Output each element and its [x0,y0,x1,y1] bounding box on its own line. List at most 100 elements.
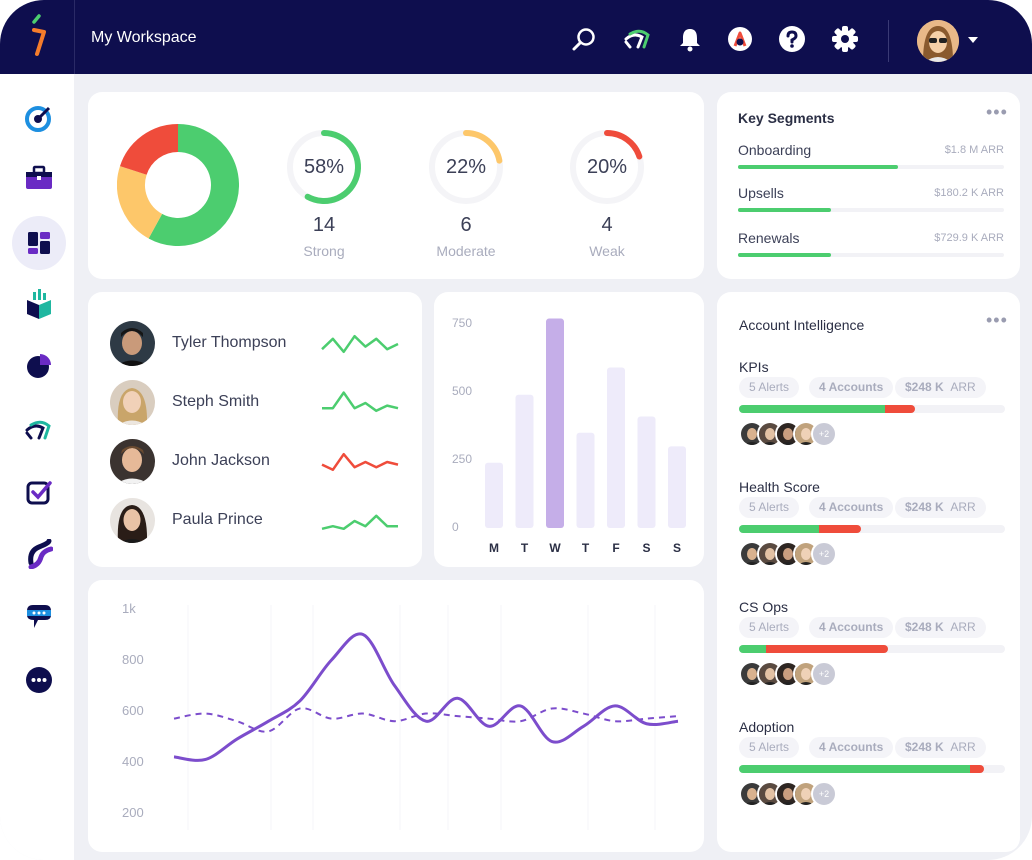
person-row[interactable]: Paula Prince [110,498,400,544]
more-options-icon[interactable]: ••• [986,310,1008,330]
accounts-chip[interactable]: 4 Accounts [809,737,894,758]
kpi-bar-green [739,645,766,653]
bar[interactable] [637,416,656,528]
segment-upsells[interactable]: Upsells $180.2 K ARR [738,185,1004,212]
accounts-chip[interactable]: 4 Accounts [809,497,894,518]
target-icon[interactable] [17,96,61,140]
segment-onboarding[interactable]: Onboarding $1.8 M ARR [738,142,1004,169]
donut-slice-strong[interactable] [148,124,239,246]
kpi-group[interactable]: Adoption 5 Alerts 4 Accounts $248 K ARR … [739,719,1005,829]
stat-percent: 20% [586,156,628,178]
kpi-group[interactable]: KPIs 5 Alerts 4 Accounts $248 K ARR +2 [739,359,1005,469]
person-name: Steph Smith [172,393,260,410]
stat-percent: 58% [303,156,345,178]
user-avatar[interactable] [917,20,959,62]
trend-sparkline [321,514,398,531]
more-avatars-badge[interactable]: +2 [811,421,837,447]
alerts-chip[interactable]: 5 Alerts [739,737,800,758]
kpi-group[interactable]: CS Ops 5 Alerts 4 Accounts $248 K ARR +2 [739,599,1005,709]
more-icon[interactable] [17,658,61,702]
stat-label: Weak [589,243,625,259]
person-row[interactable]: Steph Smith [110,380,400,426]
arr-unit: ARR [950,740,976,754]
stream-icon-nav[interactable] [17,408,61,452]
x-tick-label: S [672,541,681,555]
waves-icon[interactable] [17,532,61,576]
checklist-icon[interactable] [17,470,61,514]
x-tick-label: S [642,541,651,555]
stat-label: Moderate [436,243,496,259]
gear-icon[interactable] [831,25,859,53]
logo[interactable] [0,0,75,74]
more-options-icon[interactable]: ••• [986,102,1008,122]
avatar [110,380,155,425]
avatar [110,498,155,543]
arr-value: $248 K [905,620,944,634]
bar[interactable] [607,367,625,528]
kpi-group[interactable]: Health Score 5 Alerts 4 Accounts $248 K … [739,479,1005,589]
alerts-chip[interactable]: 5 Alerts [739,377,800,398]
bar[interactable] [515,394,534,528]
pie-chart-icon[interactable] [17,344,61,388]
y-tick-label: 400 [122,754,144,769]
dashboard-icon[interactable] [12,216,66,270]
health-donut [117,124,239,246]
more-avatars-badge[interactable]: +2 [811,661,837,687]
bar[interactable] [668,446,686,528]
person-row[interactable]: John Jackson [110,439,400,485]
accounts-chip[interactable]: 4 Accounts [809,377,894,398]
arr-chip[interactable]: $248 K ARR [895,497,986,518]
arr-chip[interactable]: $248 K ARR [895,377,986,398]
alerts-chip[interactable]: 5 Alerts [739,617,800,638]
ring-progress [304,130,361,204]
accounts-count: 4 Accounts [819,500,884,514]
chat-icon[interactable] [17,594,61,638]
segment-bar-fill [738,253,832,257]
alerts-chip[interactable]: 5 Alerts [739,497,800,518]
segment-renewals[interactable]: Renewals $729.9 K ARR [738,230,1004,257]
boxes-icon[interactable] [17,282,61,326]
stream-icon[interactable] [624,25,652,53]
arr-chip[interactable]: $248 K ARR [895,617,986,638]
line-series-solid[interactable] [173,632,679,762]
help-icon[interactable] [778,25,806,53]
accounts-count: 4 Accounts [819,380,884,394]
arr-unit: ARR [950,500,976,514]
trend-sparkline [321,334,399,354]
workspace-title[interactable]: My Workspace [91,29,197,46]
compass-icon[interactable] [726,25,754,53]
more-avatars-badge[interactable]: +2 [811,781,837,807]
bar[interactable] [546,318,564,528]
person-row[interactable]: Tyler Thompson [110,321,400,367]
more-avatars-badge[interactable]: +2 [811,541,837,567]
kpi-name: Adoption [739,719,795,735]
segment-name: Onboarding [738,142,812,158]
accounts-chip[interactable]: 4 Accounts [809,617,894,638]
segment-name: Upsells [738,185,784,201]
x-tick-label: M [489,541,499,555]
stat-weak: 20% 4 Weak [562,128,652,259]
chevron-down-icon[interactable] [968,37,978,43]
trend-sparkline [322,391,399,413]
sparkline-path [322,391,399,413]
line-series-dashed[interactable] [173,707,679,733]
health-card [88,92,704,279]
donut-slice-weak[interactable] [119,124,179,176]
bell-icon[interactable] [676,25,704,53]
bar[interactable] [485,462,503,528]
y-tick-label: 600 [122,703,144,718]
kpi-name: CS Ops [739,599,789,615]
header-divider [888,20,889,62]
bar[interactable] [576,432,595,528]
search-icon[interactable] [570,25,598,53]
donut-slice-moderate[interactable] [117,166,163,239]
sparkline-path [321,452,399,472]
kpi-bar-red [885,405,915,413]
stat-strong: 58% 14 Strong [279,128,369,259]
person-name: John Jackson [172,452,270,469]
weekly-bar-chart [485,318,686,528]
briefcase-icon[interactable] [17,156,61,200]
trend-sparkline [321,452,399,472]
arr-chip[interactable]: $248 K ARR [895,737,986,758]
